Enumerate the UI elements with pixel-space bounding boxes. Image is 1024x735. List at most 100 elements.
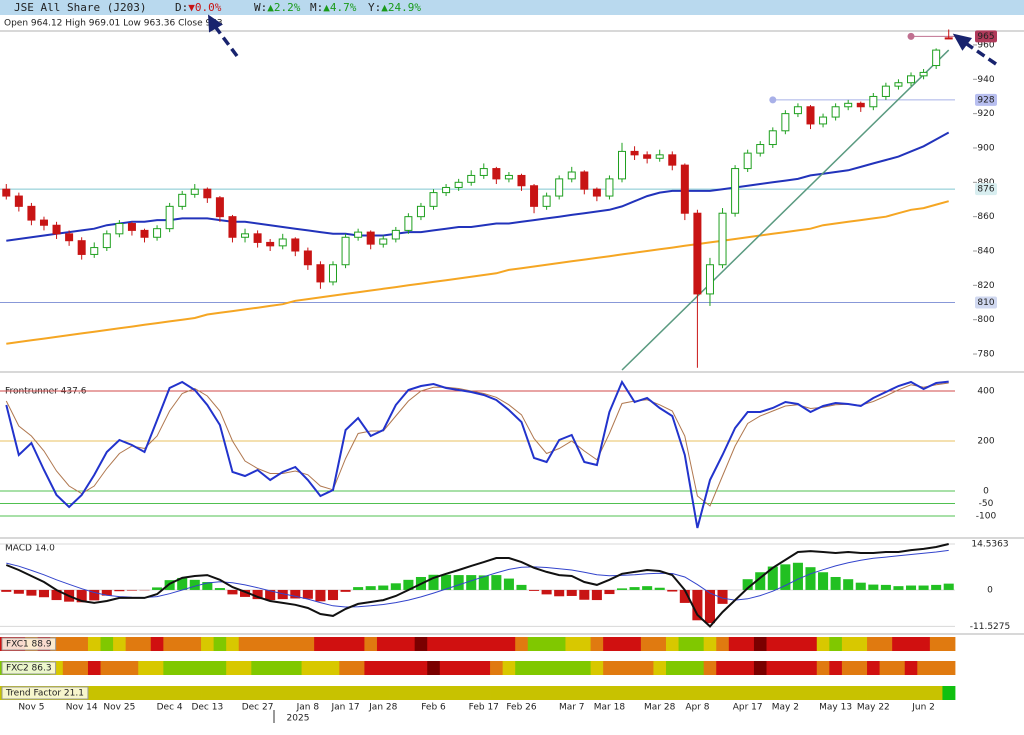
heat-cell [628, 637, 642, 651]
candle-body [127, 223, 136, 231]
candle-body [844, 102, 853, 108]
heat-cell [804, 686, 818, 700]
macd-histogram-bar [478, 575, 489, 590]
candle-body [14, 195, 23, 207]
macd-histogram-bar [76, 589, 87, 603]
strip-label-box [1, 637, 57, 651]
heat-cell [301, 661, 315, 675]
heat-cell [301, 686, 315, 700]
x-tick-label: Dec 4 [157, 703, 183, 713]
y-tick-label: 840 [977, 247, 994, 257]
heat-cell [87, 637, 101, 651]
heat-cell [75, 661, 89, 675]
heat-cell [929, 637, 943, 651]
candle-body [869, 95, 878, 108]
heat-cell [251, 686, 265, 700]
candle-body [768, 130, 777, 146]
macd-histogram-bar [340, 589, 351, 592]
x-tick-label: Feb 17 [469, 703, 499, 713]
heat-cell [452, 686, 466, 700]
heat-cell [879, 637, 893, 651]
heat-cell [892, 661, 906, 675]
macd-histogram-bar [378, 585, 389, 590]
candle-body [504, 174, 513, 180]
x-tick-label: May 2 [772, 703, 799, 713]
level-badge [975, 183, 997, 196]
y-tick-label: 200 [977, 437, 994, 447]
macd-histogram-bar [152, 587, 163, 590]
heat-cell [653, 637, 667, 651]
heat-cell [942, 661, 956, 675]
heat-cell [439, 686, 453, 700]
annotation-arrows [208, 14, 997, 66]
candle-body [555, 178, 564, 197]
macd-histogram-bar [566, 589, 577, 596]
heat-cell [263, 686, 277, 700]
macd-histogram-bar [177, 577, 188, 590]
heat-cell [502, 686, 516, 700]
heat-cell [917, 686, 931, 700]
macd-histogram-bar [780, 564, 791, 590]
heat-cell [804, 661, 818, 675]
candle-body [39, 219, 48, 226]
heat-cell [326, 661, 340, 675]
heat-cell [917, 661, 931, 675]
macd-histogram-bar [629, 587, 640, 590]
heat-cell [854, 686, 868, 700]
heat-cell [892, 637, 906, 651]
candle-body [580, 171, 589, 190]
candle-body [919, 71, 928, 77]
heat-cell [276, 686, 290, 700]
change-label: M: [310, 1, 323, 14]
year-label: 2025 [287, 714, 310, 724]
x-tick-label: Apr 8 [685, 703, 709, 713]
heat-cell [364, 637, 378, 651]
heat-cell [163, 661, 177, 675]
heat-cell [163, 637, 177, 651]
heat-cell [263, 637, 277, 651]
heat-cell [201, 661, 215, 675]
heat-cell [515, 637, 529, 651]
macd-histogram-bar [742, 579, 753, 590]
header-change: Y:▲24.9% [368, 1, 421, 14]
heat-cell [427, 686, 441, 700]
candle-body [718, 212, 727, 266]
heat-cell [213, 637, 227, 651]
heat-cell [464, 686, 478, 700]
candle-body [2, 188, 11, 197]
header-change: W:▲2.2% [254, 1, 301, 14]
heat-cell [779, 686, 793, 700]
heat-cell [515, 661, 529, 675]
heat-cell [753, 637, 767, 651]
arrow-head [208, 14, 223, 33]
macd-histogram-bar [302, 589, 313, 599]
strip-label-box [1, 661, 57, 675]
heat-cell [376, 637, 390, 651]
heat-cell [201, 637, 215, 651]
candle-body [819, 116, 828, 125]
candle-body [115, 223, 124, 235]
heat-cell [326, 637, 340, 651]
macd-histogram-bar [353, 587, 364, 590]
heat-cell [691, 661, 705, 675]
heat-cell [892, 686, 906, 700]
heat-cell [904, 637, 918, 651]
heat-cell [829, 637, 843, 651]
heat-cell [414, 661, 428, 675]
heat-cell [289, 661, 302, 675]
heat-cell [766, 686, 780, 700]
heat-cell [665, 637, 679, 651]
y-tick-label: 820 [977, 281, 994, 291]
heat-cell [464, 661, 478, 675]
heat-cell [879, 686, 893, 700]
macd-histogram-bar [667, 589, 678, 592]
strip-label: FXC1 88.9 [6, 640, 52, 650]
heat-cell [351, 661, 365, 675]
heat-cell [276, 637, 290, 651]
macd-histogram-bar [717, 589, 728, 604]
macd-histogram-bar [654, 587, 665, 590]
heat-cell [62, 661, 76, 675]
heat-cell [389, 686, 403, 700]
heat-cell [175, 637, 189, 651]
